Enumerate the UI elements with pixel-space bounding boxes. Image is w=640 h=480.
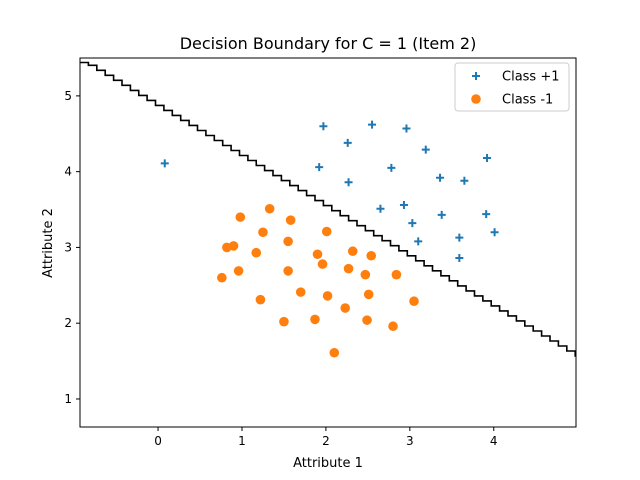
class-plus1-point	[387, 163, 396, 172]
class-minus1-point	[391, 269, 402, 280]
legend-marker-plus	[472, 72, 480, 80]
legend-label: Class -1	[502, 93, 553, 108]
class-plus1-point	[436, 173, 445, 182]
class-minus1-point	[409, 296, 419, 307]
y-tick-label: 3	[64, 240, 72, 254]
class-plus1-point	[482, 210, 491, 219]
class-plus1-point	[455, 233, 464, 242]
class-plus1-point	[414, 237, 423, 246]
y-tick-label: 4	[64, 165, 72, 179]
class-plus1-point	[460, 176, 469, 185]
class-minus1-point	[388, 321, 398, 332]
class-plus1-point	[455, 254, 464, 263]
class-minus1-point	[283, 266, 293, 276]
class-plus1-point	[399, 200, 408, 209]
class-plus1-point	[368, 120, 377, 129]
class-minus1-point	[258, 227, 268, 238]
legend-box	[454, 62, 570, 112]
y-tick-label: 5	[64, 89, 72, 103]
class-plus1-point	[344, 178, 353, 187]
class-minus1-point	[217, 272, 227, 283]
class-minus1-point	[340, 303, 351, 313]
class-plus1-point	[315, 163, 324, 172]
x-tick-label: 1	[238, 434, 246, 448]
x-axis-label: Attribute 1	[293, 456, 363, 471]
class-minus1-point	[347, 246, 358, 257]
class-minus1-point	[235, 212, 246, 222]
class-minus1-point	[233, 266, 244, 276]
class-minus1-point	[295, 287, 306, 297]
class-minus1-point	[255, 294, 266, 305]
class-minus1-point	[329, 347, 340, 358]
class-minus1-point	[312, 249, 323, 260]
class-minus1-point	[362, 315, 372, 325]
class-minus1-point	[363, 289, 374, 300]
x-tick-label: 3	[406, 434, 414, 448]
class-plus1-point	[408, 219, 417, 228]
x-tick-label: 4	[490, 434, 498, 448]
class-plus1-point	[402, 124, 411, 133]
series-2-group	[217, 203, 419, 358]
y-axis-label: Attribute 2	[41, 208, 56, 278]
class-plus1-point	[160, 159, 169, 168]
class-plus1-point	[343, 138, 352, 147]
x-tick-label: 2	[322, 434, 330, 448]
class-minus1-point	[360, 269, 371, 280]
class-minus1-point	[285, 215, 296, 225]
y-tick-label: 2	[64, 316, 72, 330]
y-tick-label: 1	[64, 392, 72, 406]
class-minus1-point	[317, 259, 328, 269]
class-minus1-point	[283, 236, 293, 247]
series-1-group	[160, 120, 499, 263]
plot-area: 0 1 2 3 4 1 2 3 4 5	[64, 57, 577, 448]
class-plus1-point	[421, 145, 430, 154]
class-plus1-point	[483, 154, 492, 163]
class-minus1-point	[310, 314, 320, 325]
class-minus1-point	[251, 247, 262, 258]
decision-boundary-line	[80, 61, 576, 357]
class-plus1-point	[376, 204, 385, 213]
class-minus1-point	[279, 316, 289, 327]
legend: Class +1 Class -1	[454, 62, 570, 112]
chart-title: Decision Boundary for C = 1 (Item 2)	[180, 34, 477, 53]
class-plus1-point	[437, 210, 446, 219]
class-minus1-point	[228, 241, 239, 251]
class-minus1-point	[264, 203, 275, 214]
class-plus1-point	[490, 228, 499, 237]
class-minus1-point	[366, 250, 377, 261]
x-tick-label: 0	[154, 434, 162, 448]
axes-frame	[79, 57, 577, 428]
class-minus1-point	[343, 263, 354, 274]
legend-marker-circle	[471, 94, 481, 104]
legend-label: Class +1	[502, 70, 560, 85]
class-minus1-point	[322, 291, 333, 301]
class-plus1-point	[319, 122, 328, 131]
class-minus1-point	[321, 226, 332, 237]
